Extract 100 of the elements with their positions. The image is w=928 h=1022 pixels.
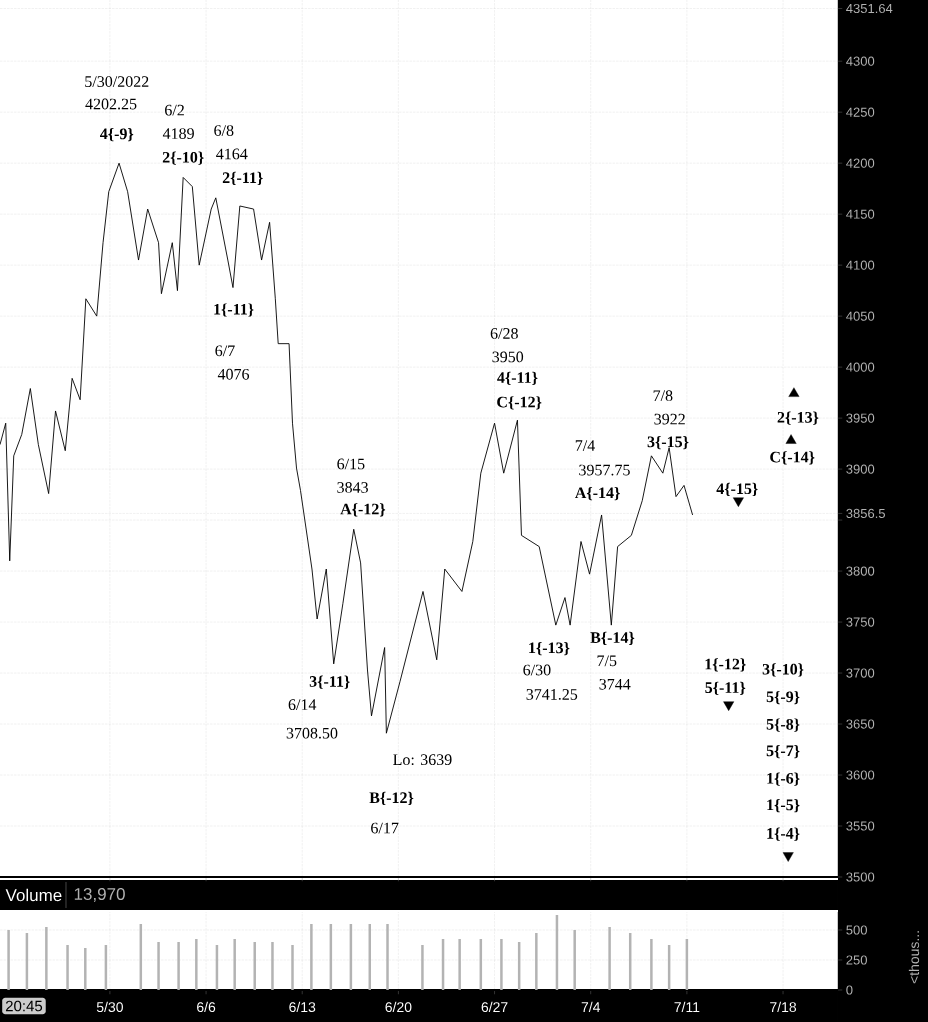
annotation: 7/4 — [575, 440, 595, 451]
y-tick-label: 250 — [846, 955, 867, 965]
x-tick-label: 7/4 — [581, 1001, 601, 1013]
x-tick-label: 6/20 — [385, 1001, 412, 1013]
annotation: 7/8 — [653, 390, 673, 402]
annotation: Lo: 3639 — [393, 754, 452, 766]
annotation: 5{-11} — [705, 681, 746, 695]
y-tick-label: 4050 — [846, 311, 875, 321]
annotation: 2{-13} — [777, 411, 819, 425]
annotation: 5{-8} — [766, 718, 800, 732]
annotation: 4076 — [217, 368, 250, 380]
annotation: 6/14 — [288, 699, 317, 711]
bar — [650, 939, 653, 990]
annotation: 1{-4} — [767, 827, 800, 841]
point — [785, 434, 797, 444]
point — [788, 387, 800, 397]
y-tick-label: 3500 — [846, 872, 875, 882]
y-tick-label: 3900 — [846, 464, 875, 474]
bar — [253, 941, 256, 990]
annotation: 2{-11} — [222, 171, 263, 186]
annotation: 3{-15} — [647, 435, 689, 450]
bar — [500, 939, 503, 990]
bar — [195, 939, 198, 990]
y-tick-label: 4300 — [846, 56, 875, 66]
annotation: 3{-10} — [762, 663, 804, 677]
y-tick-label: 4200 — [846, 158, 875, 168]
x-tick-label: 7/18 — [770, 1001, 797, 1013]
annotation: B{-14} — [590, 631, 635, 645]
x-tick-label: 7/11 — [674, 1001, 700, 1013]
x-tick-label: 5/30 — [96, 1001, 123, 1013]
annotation: A{-14} — [575, 486, 620, 501]
y-tick-label: 500 — [846, 925, 867, 935]
bar — [45, 926, 48, 990]
y-tick-label: 4000 — [846, 362, 875, 372]
bar — [233, 939, 236, 990]
annotation: 7/5 — [597, 655, 617, 667]
annotation: 6/28 — [490, 328, 518, 339]
bar — [386, 923, 389, 990]
chart-title: Volume — [5, 888, 62, 902]
y-tick-label: 4351.64 — [846, 3, 893, 14]
annotation: 6/2 — [165, 104, 184, 116]
annotation: 3950 — [492, 351, 524, 363]
bar — [310, 923, 313, 990]
bar — [177, 941, 180, 990]
annotation: C{-12} — [497, 396, 542, 410]
annotation: 5/30/2022 — [85, 76, 149, 87]
annotation: 3{-11} — [309, 675, 350, 689]
annotation: 3843 — [337, 482, 368, 493]
annotation: 2{-10} — [162, 151, 204, 165]
annotation: 3708.50 — [286, 727, 338, 739]
y-tick-label: 3856.5 — [846, 508, 885, 519]
bar — [573, 929, 576, 990]
bar — [608, 926, 611, 990]
bar — [458, 939, 461, 990]
bar — [535, 932, 538, 990]
y-axis-title: <thous... — [908, 931, 920, 984]
bar — [84, 947, 87, 990]
annotation: 4202.25 — [85, 98, 137, 110]
bar — [66, 944, 69, 990]
bar — [421, 944, 424, 990]
annotation: 1{-5} — [767, 798, 800, 813]
annotation: 4{-11} — [497, 371, 538, 385]
annotation: 3744 — [599, 678, 631, 690]
x-tick-label: 6/13 — [289, 1001, 316, 1013]
y-tick-label: 4100 — [846, 260, 875, 270]
y-tick-label: 3700 — [846, 668, 875, 678]
bar — [7, 929, 10, 990]
text: 20:45 — [5, 1000, 43, 1012]
annotation: 4{-15} — [716, 482, 758, 497]
y-tick-label: 3550 — [846, 821, 875, 831]
annotation: 6/30 — [523, 664, 551, 676]
annotation: 3957.75 — [579, 464, 630, 476]
annotation: 4189 — [162, 128, 194, 139]
bar — [271, 941, 274, 990]
annotation: 1{-11} — [214, 303, 254, 317]
x-tick-label: 6/6 — [197, 1001, 216, 1013]
annotation: 6/7 — [215, 345, 235, 357]
x-tick-label: 6/27 — [481, 1001, 508, 1013]
annotation: 1{-6} — [767, 772, 800, 786]
annotation: A{-12} — [340, 503, 386, 517]
annotation: 4{-9} — [100, 127, 134, 142]
annotation: 5{-9} — [766, 690, 800, 705]
annotation: 3922 — [654, 413, 685, 425]
y-tick-label: 4150 — [846, 209, 875, 219]
y-tick-label: 3750 — [846, 617, 875, 627]
annotation: 5{-7} — [766, 744, 800, 759]
chart-subtitle: 13,970 — [74, 887, 125, 903]
bar — [157, 941, 160, 990]
annotation: 4164 — [216, 148, 248, 160]
point — [782, 852, 794, 862]
y-tick-label: 3650 — [846, 719, 875, 729]
annotation: 6/17 — [371, 822, 399, 834]
annotation: 6/8 — [214, 125, 234, 136]
point — [723, 701, 735, 711]
annotation: 3741.25 — [526, 689, 578, 700]
annotation: 6/15 — [337, 458, 365, 470]
y-tick-label: 3950 — [846, 413, 875, 423]
annotation: C{-14} — [770, 451, 815, 465]
bar — [291, 944, 294, 990]
annotation: 1{-13} — [529, 641, 570, 656]
